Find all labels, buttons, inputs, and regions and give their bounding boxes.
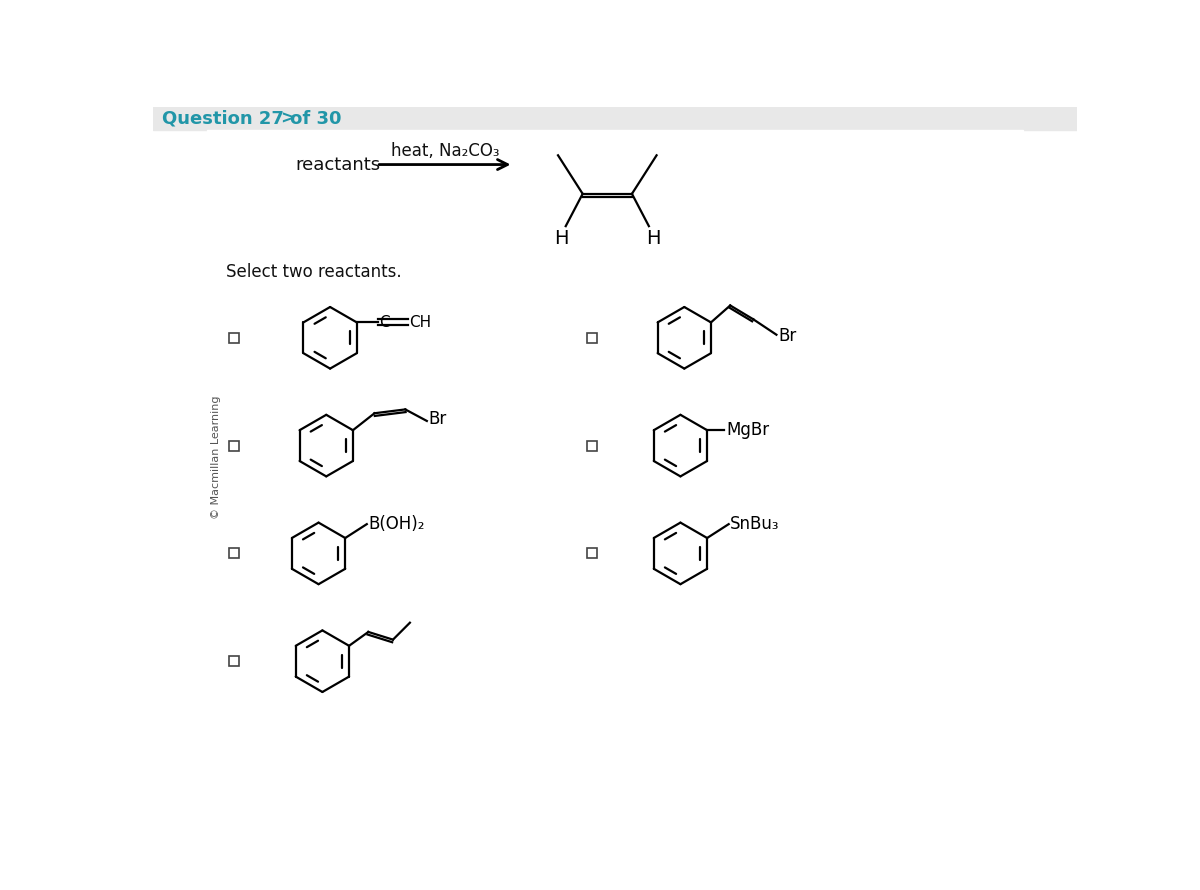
Text: CH: CH [409, 315, 431, 330]
Text: >: > [280, 109, 295, 127]
Text: MgBr: MgBr [726, 421, 769, 439]
Bar [587, 548, 596, 558]
Text: C: C [379, 315, 390, 330]
Bar [229, 656, 239, 667]
Text: © Macmillan Learning: © Macmillan Learning [211, 395, 221, 519]
Text: H: H [554, 229, 569, 248]
Bar [587, 333, 596, 343]
Text: Question 27 of 30: Question 27 of 30 [162, 109, 342, 127]
Text: reactants: reactants [295, 156, 380, 174]
Bar [154, 107, 1078, 130]
Bar [229, 441, 239, 450]
Text: Br: Br [428, 410, 446, 428]
Text: Select two reactants.: Select two reactants. [226, 263, 402, 281]
Bar [229, 548, 239, 558]
Bar [206, 130, 1024, 784]
Text: SnBu₃: SnBu₃ [731, 515, 780, 533]
Text: B(OH)₂: B(OH)₂ [368, 515, 425, 533]
Text: heat, Na₂CO₃: heat, Na₂CO₃ [390, 142, 499, 159]
Bar [229, 333, 239, 343]
Text: Br: Br [778, 328, 797, 345]
Text: H: H [647, 229, 661, 248]
Bar [587, 441, 596, 450]
